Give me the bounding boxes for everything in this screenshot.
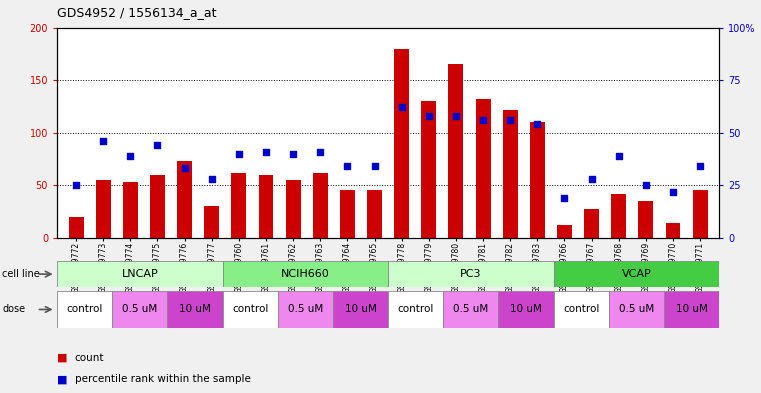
Bar: [448, 64, 463, 238]
Point: [450, 113, 462, 119]
Bar: [388, 261, 553, 287]
Bar: [530, 122, 545, 238]
Text: LNCAP: LNCAP: [122, 269, 158, 279]
Text: dose: dose: [2, 305, 25, 314]
Point: [70, 182, 82, 188]
Bar: [123, 182, 138, 238]
Bar: [422, 101, 436, 238]
Point: [97, 138, 110, 144]
Point: [205, 176, 218, 182]
Bar: [584, 209, 599, 238]
Point: [504, 117, 516, 123]
Point: [179, 165, 191, 171]
Bar: [113, 291, 167, 328]
Point: [531, 121, 543, 127]
Point: [368, 163, 380, 169]
Point: [640, 182, 652, 188]
Point: [342, 163, 354, 169]
Bar: [693, 191, 708, 238]
Bar: [638, 201, 654, 238]
Bar: [557, 225, 572, 238]
Bar: [553, 261, 719, 287]
Text: 10 uM: 10 uM: [179, 305, 211, 314]
Bar: [57, 291, 113, 328]
Bar: [57, 261, 222, 287]
Text: 0.5 uM: 0.5 uM: [288, 305, 323, 314]
Point: [396, 104, 408, 110]
Bar: [388, 291, 443, 328]
Point: [151, 142, 164, 149]
Bar: [611, 194, 626, 238]
Bar: [204, 206, 219, 238]
Text: 0.5 uM: 0.5 uM: [454, 305, 489, 314]
Text: NCIH660: NCIH660: [281, 269, 330, 279]
Text: 10 uM: 10 uM: [345, 305, 377, 314]
Bar: [503, 110, 517, 238]
Bar: [340, 191, 355, 238]
Bar: [285, 180, 301, 238]
Bar: [96, 180, 110, 238]
Point: [694, 163, 706, 169]
Text: cell line: cell line: [2, 269, 40, 279]
Text: control: control: [66, 305, 103, 314]
Text: percentile rank within the sample: percentile rank within the sample: [75, 374, 250, 384]
Bar: [666, 223, 680, 238]
Bar: [367, 191, 382, 238]
Point: [314, 149, 326, 155]
Bar: [167, 291, 222, 328]
Bar: [222, 261, 388, 287]
Text: control: control: [397, 305, 434, 314]
Bar: [609, 291, 664, 328]
Text: count: count: [75, 353, 104, 363]
Point: [477, 117, 489, 123]
Point: [422, 113, 435, 119]
Point: [613, 152, 625, 159]
Bar: [476, 99, 491, 238]
Bar: [177, 161, 192, 238]
Text: PC3: PC3: [460, 269, 482, 279]
Bar: [333, 291, 388, 328]
Bar: [313, 173, 328, 238]
Bar: [443, 291, 498, 328]
Bar: [259, 174, 273, 238]
Bar: [222, 291, 278, 328]
Text: ■: ■: [57, 374, 68, 384]
Bar: [664, 291, 719, 328]
Text: ■: ■: [57, 353, 68, 363]
Bar: [394, 48, 409, 238]
Bar: [278, 291, 333, 328]
Bar: [231, 173, 247, 238]
Text: 0.5 uM: 0.5 uM: [123, 305, 158, 314]
Point: [124, 152, 136, 159]
Bar: [150, 174, 165, 238]
Text: 0.5 uM: 0.5 uM: [619, 305, 654, 314]
Text: VCAP: VCAP: [622, 269, 651, 279]
Text: 10 uM: 10 uM: [676, 305, 708, 314]
Text: control: control: [563, 305, 600, 314]
Point: [667, 188, 679, 195]
Text: 10 uM: 10 uM: [510, 305, 542, 314]
Point: [260, 149, 272, 155]
Bar: [553, 291, 609, 328]
Bar: [68, 217, 84, 238]
Point: [233, 151, 245, 157]
Point: [287, 151, 299, 157]
Point: [559, 195, 571, 201]
Bar: [498, 291, 553, 328]
Text: control: control: [232, 305, 269, 314]
Text: GDS4952 / 1556134_a_at: GDS4952 / 1556134_a_at: [57, 6, 217, 19]
Point: [585, 176, 597, 182]
